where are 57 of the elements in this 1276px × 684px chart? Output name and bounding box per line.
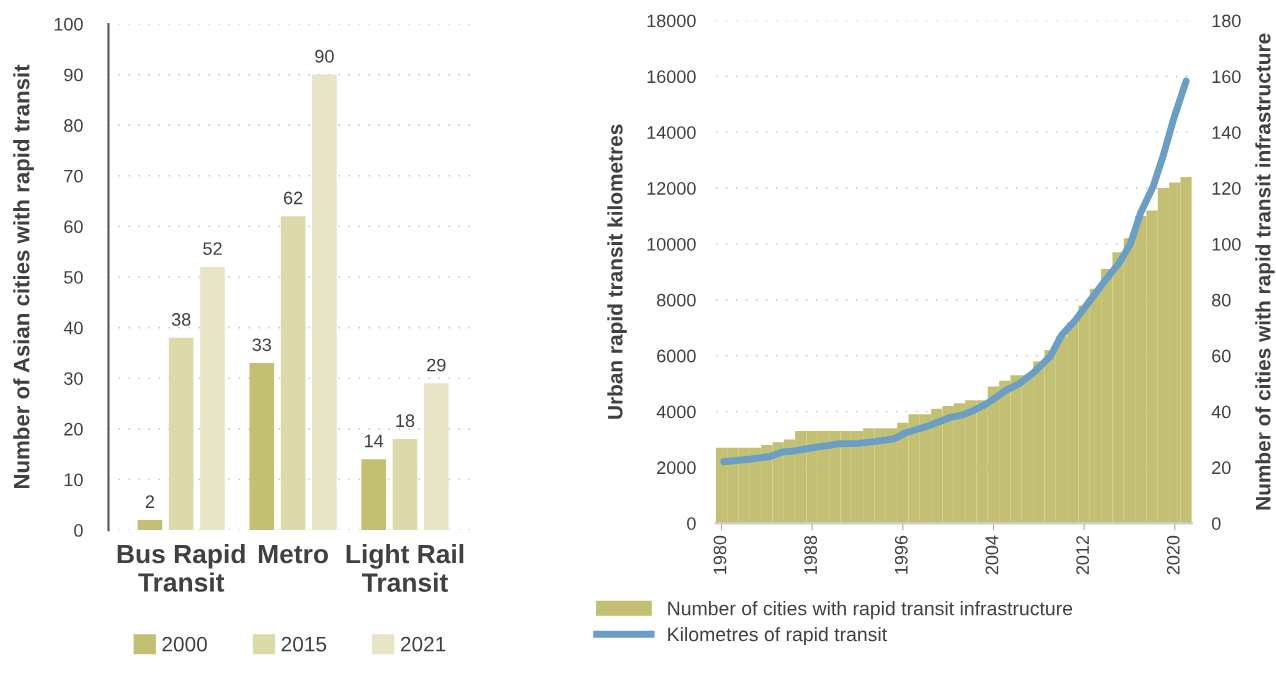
data-label: 18 — [396, 414, 415, 428]
y-tick-label: 6000 — [657, 349, 696, 363]
x-tick-label: Bus Rapid Transit — [117, 543, 245, 592]
legend-label: Number of cities with rapid transit infrastructure — [668, 601, 1073, 620]
y-tick-label: 16000 — [647, 70, 696, 84]
y2-axis-title: Number of cities with rapid transit infrastructure — [1255, 33, 1275, 510]
y-tick-label: 20 — [64, 422, 83, 436]
y-tick-label: 12000 — [647, 182, 696, 195]
y-axis-title: Number of Asian cities with rapid transit — [13, 64, 34, 489]
data-label: 33 — [252, 338, 272, 352]
legend-label: Kilometres of rapid transit — [668, 626, 887, 646]
y2-tick-label: 40 — [1211, 405, 1231, 419]
y2-tick-label: 160 — [1212, 70, 1241, 84]
y2-tick-label: 120 — [1212, 182, 1241, 195]
data-label: 38 — [171, 313, 191, 326]
y-axis-title: Urban rapid transit kilometres — [607, 124, 627, 419]
y2-tick-label: 180 — [1212, 14, 1241, 28]
y-tick-label: 14000 — [647, 126, 696, 139]
data-label: 29 — [427, 358, 446, 372]
y-tick-label: 0 — [74, 524, 83, 537]
x-tick-label: Metro — [258, 544, 328, 564]
y-tick-label: 80 — [64, 119, 83, 132]
x-tick-label: 2012 — [1076, 535, 1089, 575]
x-tick-label: 1988 — [804, 535, 818, 574]
y-tick-label: 2000 — [657, 461, 696, 475]
data-label: 2 — [145, 495, 154, 508]
data-label: 52 — [203, 242, 222, 255]
y2-tick-label: 80 — [1212, 293, 1231, 307]
data-label: 14 — [364, 434, 384, 448]
data-label: 90 — [315, 49, 334, 63]
legend-label: 2021 — [400, 636, 446, 652]
y-tick-label: 60 — [64, 220, 83, 234]
y-tick-label: 30 — [64, 372, 83, 385]
y-tick-label: 10000 — [647, 237, 696, 251]
x-tick-label: 1996 — [894, 535, 908, 574]
data-label: 62 — [283, 191, 303, 205]
y-tick-label: 4000 — [656, 405, 696, 419]
y2-tick-label: 20 — [1212, 461, 1231, 475]
y2-tick-label: 60 — [1212, 349, 1231, 363]
y-tick-label: 100 — [54, 17, 83, 31]
y-tick-label: 10 — [64, 473, 83, 487]
x-tick-label: 2020 — [1166, 535, 1180, 575]
legend-label: 2000 — [162, 636, 207, 652]
x-tick-label: 1980 — [713, 535, 727, 574]
y2-tick-label: 0 — [1211, 517, 1221, 530]
y-tick-label: 70 — [64, 169, 83, 183]
y-tick-label: 8000 — [657, 293, 696, 307]
y-tick-label: 0 — [687, 517, 696, 530]
y2-tick-label: 100 — [1212, 237, 1241, 251]
y-tick-label: 40 — [63, 321, 83, 335]
y-tick-label: 18000 — [647, 14, 696, 28]
x-tick-label: Light Rail Transit — [346, 543, 464, 592]
x-tick-label: 2004 — [985, 535, 999, 575]
y-tick-label: 50 — [64, 270, 83, 284]
y2-tick-label: 140 — [1212, 126, 1241, 139]
y-tick-label: 90 — [64, 68, 83, 82]
legend-label: 2015 — [281, 636, 327, 652]
